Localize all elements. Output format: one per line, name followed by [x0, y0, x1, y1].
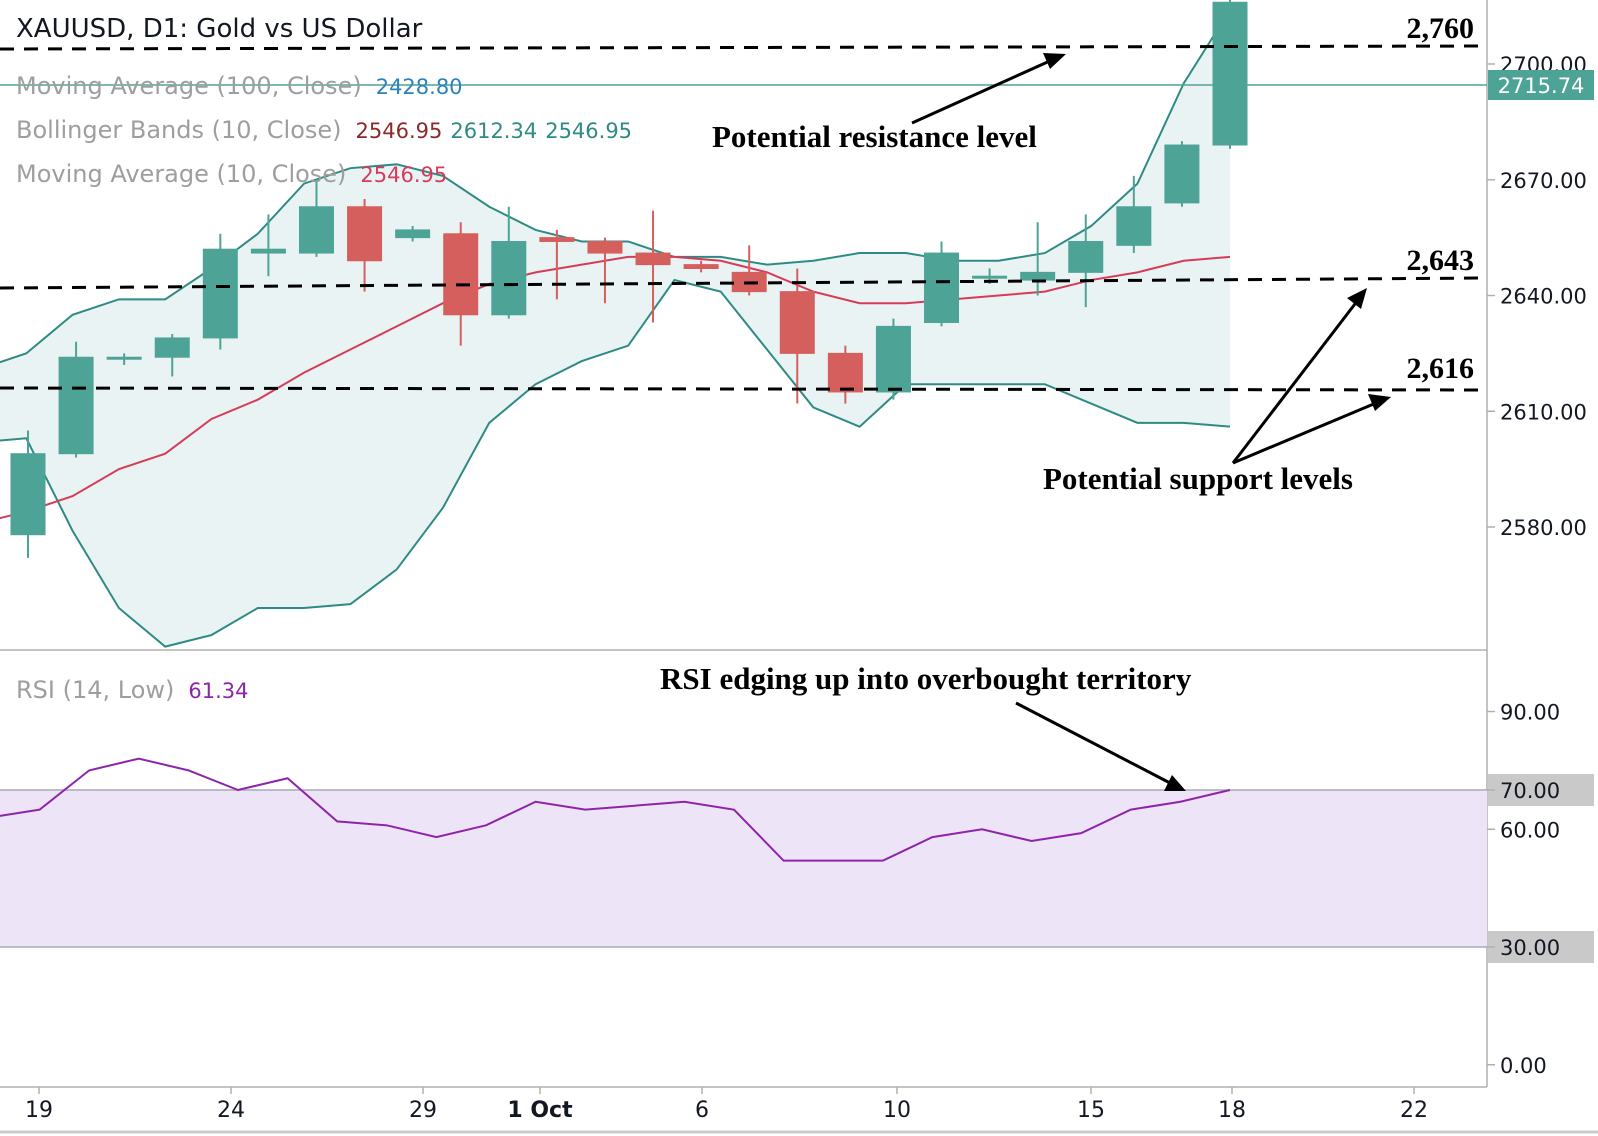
legend-bb-lower: 2546.95 [545, 119, 633, 143]
candle-body [972, 275, 1008, 279]
candle-body [250, 248, 286, 254]
legend-ma100-label: Moving Average (100, Close) [16, 72, 362, 100]
symbol-title: XAUUSD, D1: Gold vs US Dollar [16, 14, 423, 44]
price-tick-label: 2670.00 [1500, 169, 1587, 193]
time-tick-label: 6 [695, 1098, 709, 1123]
time-tick-label: 22 [1400, 1098, 1428, 1123]
time-tick-label: 29 [409, 1098, 437, 1123]
support-annotation: Potential support levels [1043, 461, 1353, 496]
candle-body [539, 237, 575, 242]
legend-bb-basis: 2546.95 [355, 119, 443, 143]
resistance-annotation: Potential resistance level [712, 119, 1037, 154]
rsi-arrowhead [1164, 775, 1186, 791]
legend-rsi-value: 61.34 [188, 679, 249, 703]
candle-body [298, 206, 334, 254]
legend-bb-upper: 2612.34 [450, 119, 538, 143]
legend-bollinger[interactable]: Bollinger Bands (10, Close) 2546.95 2612.3… [16, 116, 632, 144]
candle-body [491, 240, 527, 316]
time-tick-label: 19 [25, 1098, 53, 1123]
candle-body [635, 252, 671, 266]
candle-body [1116, 206, 1152, 246]
rsi-band-fill [0, 790, 1487, 947]
legend-ma100[interactable]: Moving Average (100, Close) 2428.80 [16, 72, 463, 100]
candle-body [395, 229, 431, 239]
rsi-tick-label: 0.00 [1500, 1054, 1547, 1078]
resistance-line-2760 [0, 44, 1488, 51]
support-line-2616 [0, 386, 1488, 392]
time-tick-label: 18 [1218, 1098, 1246, 1123]
bollinger-band [0, 9, 1231, 648]
price-tick-label: 2580.00 [1500, 516, 1587, 540]
legend-rsi-label: RSI (14, Low) [16, 676, 175, 704]
candle-body [58, 356, 94, 455]
rsi-tick-label: 30.00 [1500, 936, 1560, 960]
legend-bb-label: Bollinger Bands (10, Close) [16, 116, 342, 144]
time-tick-label: 24 [217, 1098, 245, 1123]
level-label-2760: 2,760 [1407, 12, 1475, 45]
candle-body [443, 233, 479, 316]
bollinger-lower-line [0, 278, 1231, 648]
rsi-tick-label: 60.00 [1500, 818, 1560, 842]
candle-body [587, 240, 623, 254]
legend-ma10-label: Moving Average (10, Close) [16, 160, 347, 188]
time-tick-label: 1 Oct [507, 1098, 573, 1123]
candle-body [202, 248, 238, 339]
time-axis: 19 24 29 1 Oct 6 10 15 18 22 [25, 1087, 1428, 1123]
last-price-badge [1488, 70, 1594, 100]
rsi-axis: 0.00 30.00 60.00 70.00 90.00 [1487, 701, 1594, 1078]
candle-body [779, 291, 815, 354]
price-tick-label: 2610.00 [1500, 400, 1587, 424]
support-arrowhead-upper [1347, 288, 1367, 309]
legend-ma10[interactable]: Moving Average (10, Close) 2546.95 [16, 160, 447, 188]
rsi-pane [0, 757, 1487, 948]
rsi-annotation: RSI edging up into overbought territory [660, 661, 1192, 696]
candle-body [1020, 271, 1056, 281]
rsi-tick-label: 90.00 [1500, 701, 1560, 725]
rsi-level-badge [1488, 931, 1594, 963]
candle-body [10, 453, 46, 536]
price-tick-label: 2640.00 [1500, 285, 1587, 309]
candle-body [683, 264, 719, 269]
rsi-line [0, 757, 1231, 862]
candle-body [1068, 240, 1104, 273]
last-price-label: 2715.74 [1498, 74, 1585, 98]
bollinger-fill [0, 9, 1230, 647]
support-arrow-lower [1232, 401, 1377, 465]
time-tick-label: 15 [1077, 1098, 1105, 1123]
level-label-2616: 2,616 [1407, 352, 1475, 385]
rsi-arrow [1015, 701, 1171, 785]
candle-body [347, 206, 383, 262]
legend-ma10-value: 2546.95 [360, 163, 448, 187]
candle-body [1164, 144, 1200, 204]
legend-rsi[interactable]: RSI (14, Low) 61.34 [16, 676, 249, 704]
candle-body [154, 337, 190, 358]
candle-body [875, 325, 911, 393]
rsi-tick-label: 70.00 [1500, 779, 1560, 803]
resistance-arrowhead [1043, 53, 1066, 69]
candle-body [827, 352, 863, 393]
candle-body [924, 252, 960, 324]
rsi-level-badge [1488, 774, 1594, 806]
resistance-arrow [911, 58, 1053, 125]
support-arrow-upper [1231, 299, 1360, 464]
support-line-2643 [0, 276, 1488, 290]
time-tick-label: 10 [883, 1098, 911, 1123]
candles [10, 0, 1248, 558]
level-label-2643: 2,643 [1407, 244, 1475, 277]
candle-body [106, 356, 142, 360]
support-arrowhead-lower [1368, 394, 1391, 411]
candle-body [1212, 1, 1248, 146]
annotations: 2,760 2,643 2,616 Potential resistance l… [0, 12, 1488, 791]
legend-ma100-value: 2428.80 [375, 75, 463, 99]
